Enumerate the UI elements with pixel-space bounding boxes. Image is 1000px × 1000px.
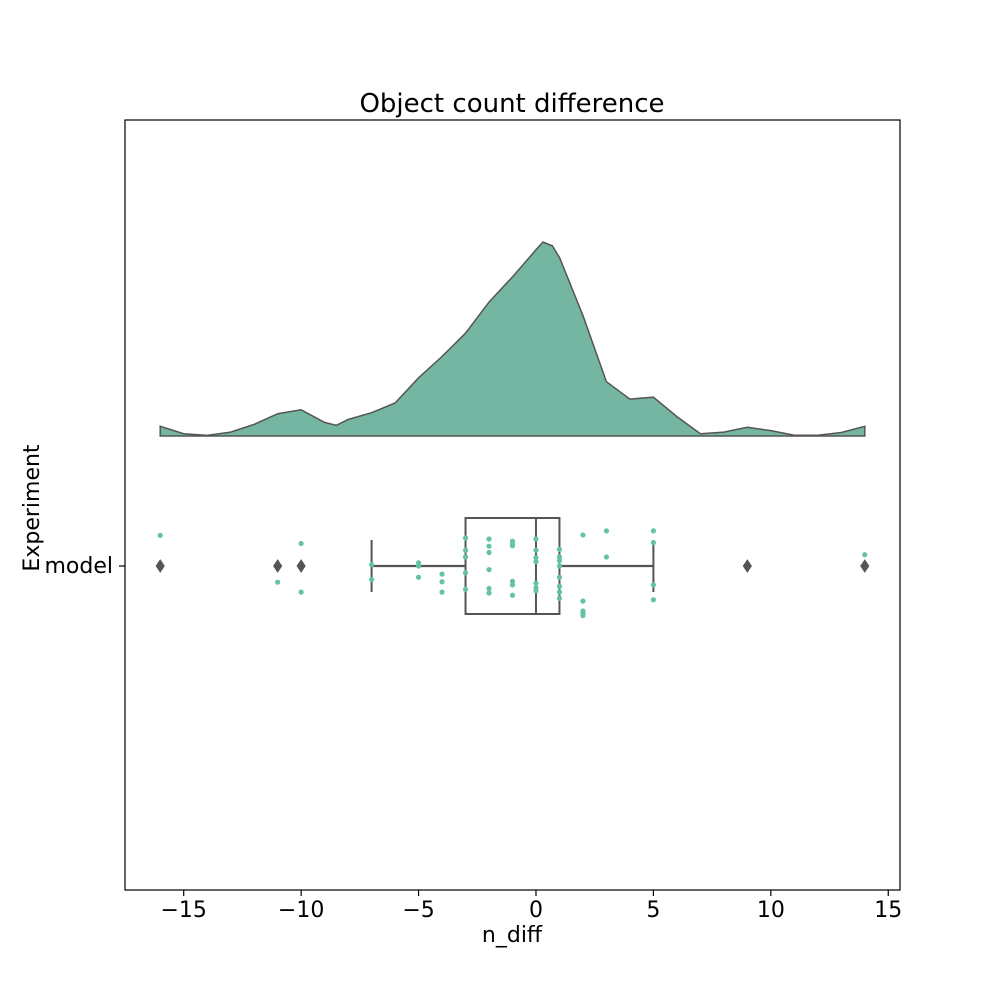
rain-point [415, 574, 422, 580]
rain-point [580, 598, 586, 604]
rain-point [462, 554, 469, 560]
rain-point [368, 576, 375, 583]
rain-point [462, 535, 469, 541]
x-tick-label: 15 [874, 898, 902, 923]
rain-point [462, 586, 469, 593]
box-iqr [464, 517, 561, 615]
rain-point [533, 554, 539, 561]
rain-point [556, 558, 563, 564]
y-tick-label-model: model [44, 554, 113, 579]
rain-point [368, 562, 375, 568]
rain-point [580, 532, 586, 538]
rain-point [415, 563, 422, 569]
rain-point [509, 578, 516, 584]
rain-point [509, 543, 516, 549]
x-tick-label: −15 [160, 898, 206, 923]
density-cloud [159, 241, 866, 437]
rain-point [556, 583, 563, 589]
outlier-marker [273, 559, 283, 573]
x-tick-label: 0 [529, 898, 543, 923]
rain-point [603, 528, 610, 534]
rain-point [298, 589, 304, 595]
rain-point [533, 580, 539, 586]
x-tick-label: −10 [278, 898, 324, 923]
x-axis-label: n_diff [482, 923, 543, 948]
rain-point [486, 543, 492, 549]
rain-point [650, 528, 657, 534]
outlier-marker [296, 559, 306, 573]
rain-point [509, 592, 516, 598]
rain-point [533, 536, 539, 542]
y-axis-label: Experiment [20, 444, 45, 571]
rain-point [439, 579, 445, 585]
outlier-marker [742, 559, 752, 573]
rain-point [509, 582, 516, 588]
rain-point [462, 570, 469, 576]
rain-point [556, 589, 563, 595]
rain-point [298, 540, 304, 547]
rain-point [650, 540, 657, 546]
rain-point [439, 589, 445, 595]
rain-point [486, 585, 492, 592]
chart-title: Object count difference [359, 89, 664, 119]
rain-point [650, 597, 657, 603]
rain-point [533, 588, 539, 594]
rain-point [486, 590, 492, 596]
rain-point [275, 579, 281, 585]
x-tick-label: 5 [646, 898, 660, 923]
rain-point [533, 558, 539, 565]
x-tick-label: 10 [757, 898, 785, 923]
x-tick-label: −5 [402, 898, 434, 923]
rain-point [533, 547, 539, 553]
rain-point [157, 532, 163, 539]
rain-point [556, 595, 563, 602]
rain-point [556, 546, 563, 552]
outlier-marker [860, 559, 870, 573]
rain-point [603, 554, 610, 560]
rain-point [556, 574, 563, 580]
rain-point [462, 547, 469, 553]
rain-point [486, 549, 492, 556]
rain-point [650, 582, 657, 588]
plot-frame [124, 119, 901, 891]
rain-point [862, 552, 868, 558]
rain-point [580, 612, 586, 619]
rain-point [556, 554, 563, 560]
outlier-marker [155, 559, 165, 573]
rain-point [486, 567, 492, 573]
rain-point [556, 563, 563, 569]
rain-point [439, 571, 445, 577]
rain-point [486, 536, 492, 542]
